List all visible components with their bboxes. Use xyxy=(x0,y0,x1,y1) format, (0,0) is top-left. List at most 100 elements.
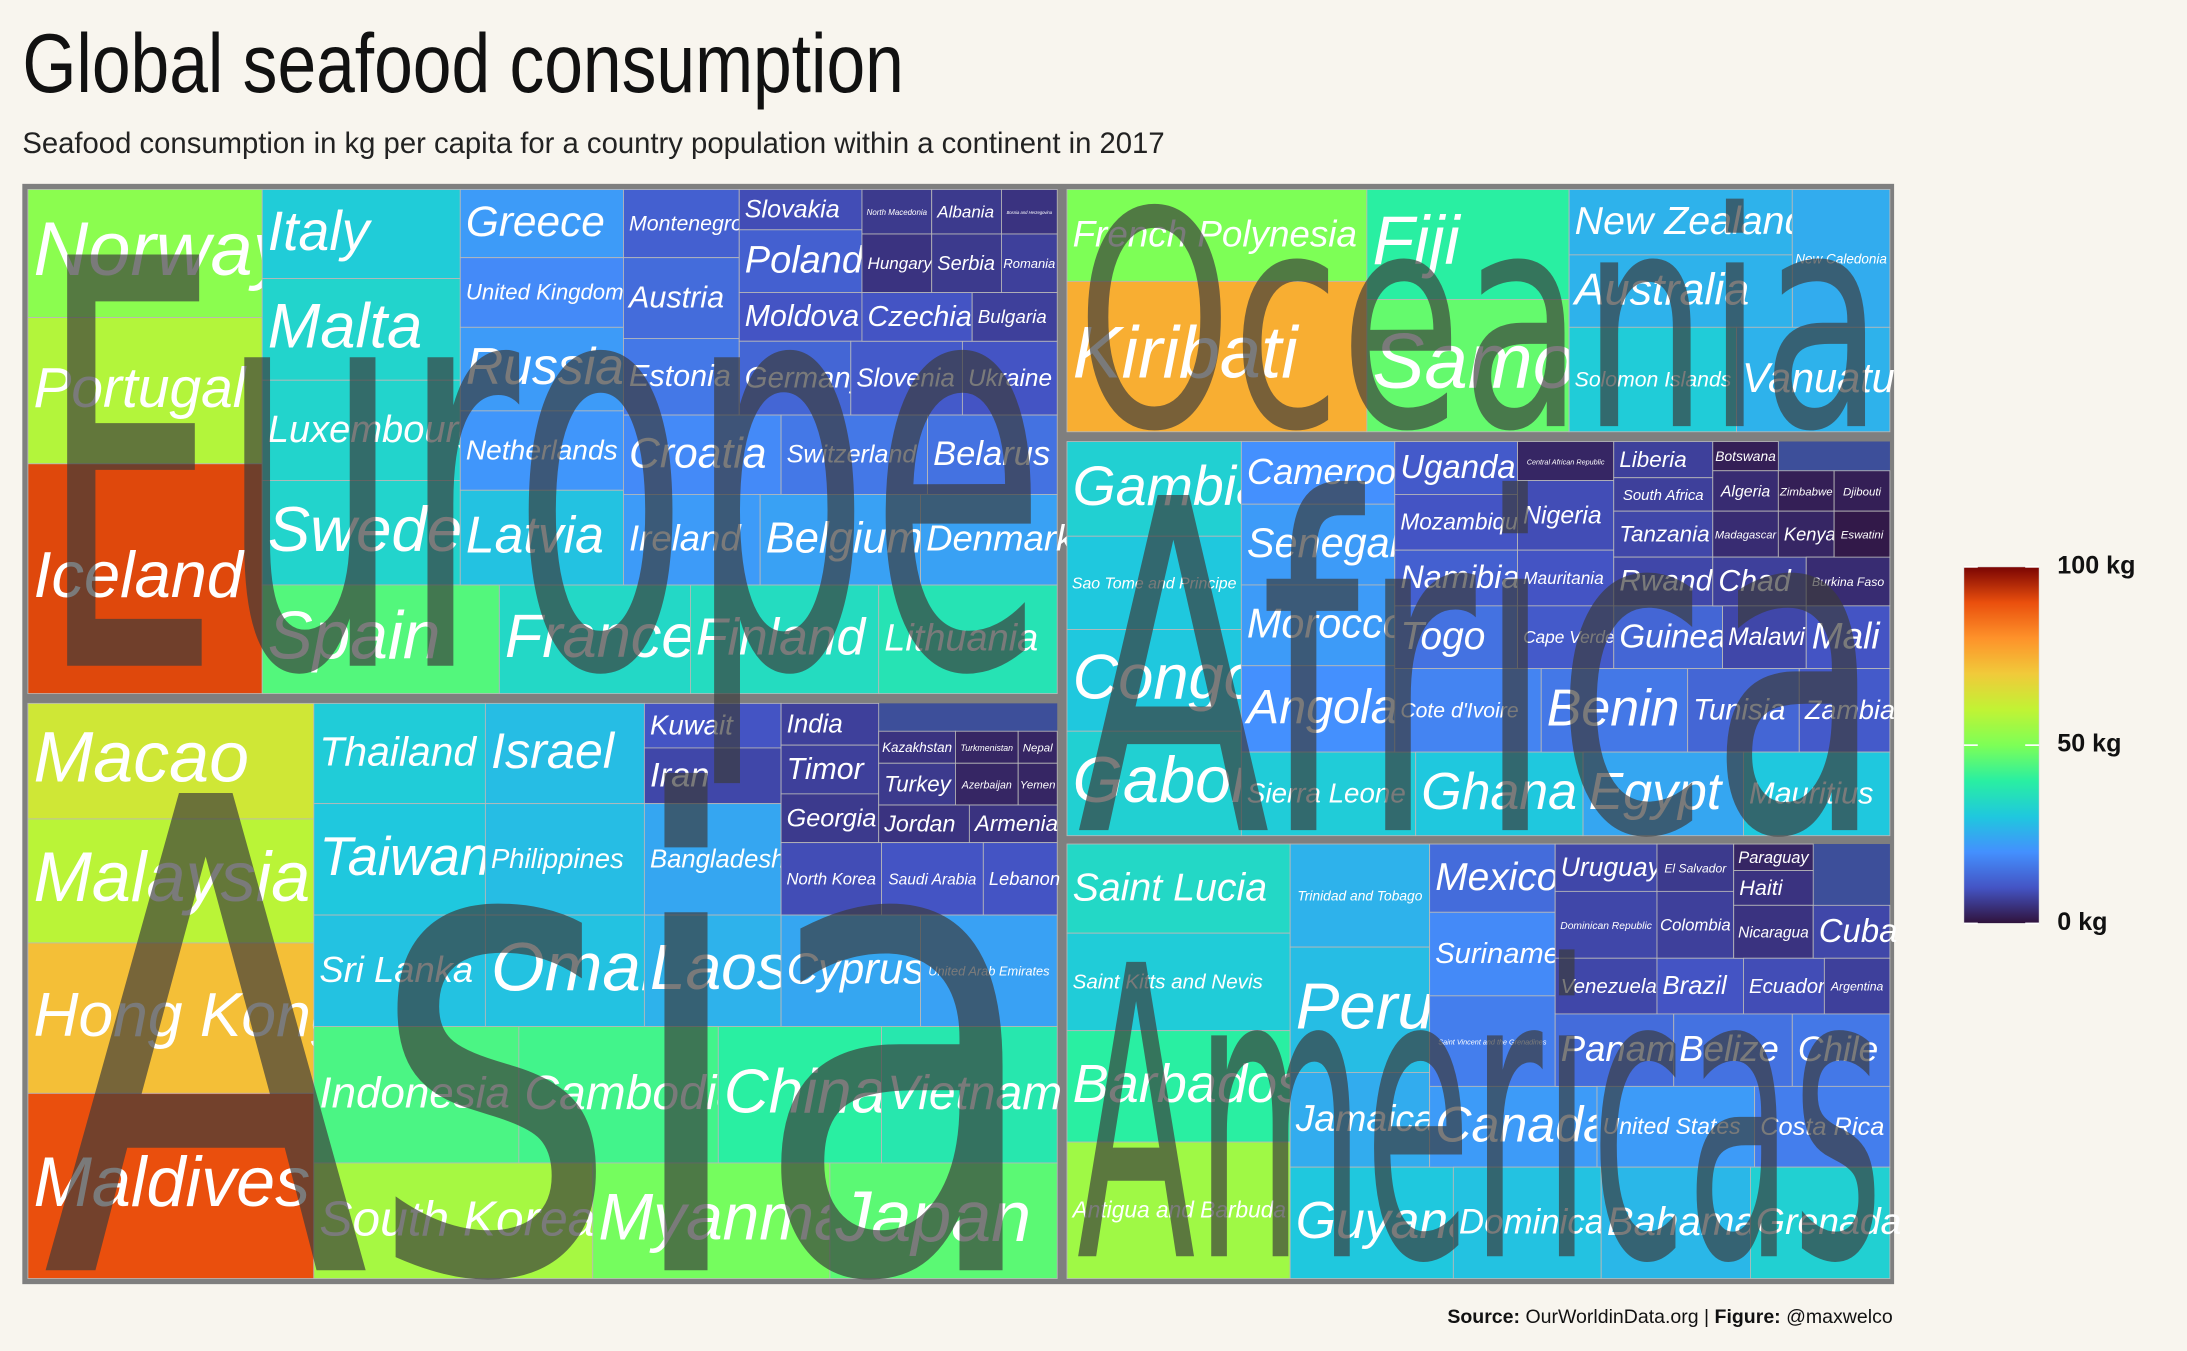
country-tile xyxy=(27,317,263,465)
country-tile xyxy=(1394,549,1518,607)
country-tile xyxy=(1366,299,1570,433)
country-label: North Korea xyxy=(787,870,876,889)
country-label: Italy xyxy=(268,200,373,262)
country-tile xyxy=(780,842,882,916)
country-tile xyxy=(1066,629,1242,732)
country-label: Germany xyxy=(745,362,868,394)
country-tile xyxy=(1394,605,1518,669)
country-label: Austria xyxy=(627,281,724,315)
footer: Source: OurWorldinData.org | Figure: @ma… xyxy=(1447,1306,1892,1328)
country-label: Belarus xyxy=(933,435,1050,473)
country-tile xyxy=(261,189,461,279)
country-label: Serbia xyxy=(937,253,995,275)
continent-label: Europe xyxy=(39,143,1046,800)
continent-label: Americas xyxy=(1077,883,1883,1351)
country-tile xyxy=(1833,510,1891,558)
country-label: Mali xyxy=(1812,615,1882,656)
country-label: Maldives xyxy=(33,1143,310,1221)
country-tile xyxy=(1777,470,1835,512)
country-tile xyxy=(717,1026,882,1164)
country-label: United Arab Emirates xyxy=(928,964,1050,979)
country-tile xyxy=(1722,605,1807,669)
country-tile xyxy=(1429,911,1556,997)
colorbar: 100 kg 50 kg 0 kg xyxy=(1963,551,2135,936)
country-label: Kiribati xyxy=(1073,310,1300,393)
country-label: Armenia xyxy=(973,811,1058,836)
country-label: Gambia xyxy=(1073,455,1267,517)
country-label: Belgium xyxy=(766,515,923,563)
country-tile xyxy=(1017,730,1058,764)
country-tile xyxy=(1540,668,1689,753)
country-label: Jamaica xyxy=(1295,1097,1435,1139)
country-label: Uruguay xyxy=(1561,852,1663,882)
continent-label: Africa xyxy=(1077,404,1883,939)
country-tile xyxy=(459,326,624,412)
country-tile xyxy=(968,804,1058,844)
country-label: Dominican Republic xyxy=(1560,921,1652,932)
country-label: Madagascar xyxy=(1715,529,1778,541)
country-tile xyxy=(261,278,461,381)
country-tile xyxy=(881,1026,1058,1164)
country-tile xyxy=(738,340,852,416)
country-tile xyxy=(623,257,740,339)
country-label: Hong Kong xyxy=(33,981,345,1050)
country-tile xyxy=(261,584,500,695)
country-label: Netherlands xyxy=(466,434,618,465)
country-tile xyxy=(1805,605,1891,669)
country-tile xyxy=(861,292,973,342)
country-label: Nepal xyxy=(1023,743,1053,755)
country-label: El Salvador xyxy=(1664,861,1727,875)
country-label: Latvia xyxy=(466,506,604,564)
country-tile xyxy=(1712,470,1779,512)
country-label: Croatia xyxy=(629,429,767,477)
country-label: United States xyxy=(1603,1113,1742,1139)
country-label: Burkina Faso xyxy=(1812,575,1884,589)
country-label: Brazil xyxy=(1663,972,1728,1000)
country-label: China xyxy=(724,1058,886,1127)
country-tile xyxy=(27,818,315,944)
country-label: Liberia xyxy=(1619,447,1686,472)
country-tile xyxy=(829,1162,1058,1279)
country-tile xyxy=(689,584,880,695)
country-tile xyxy=(518,1026,719,1164)
country-label: Nicaragua xyxy=(1738,924,1809,941)
country-tile xyxy=(1568,326,1737,433)
country-label: Canada xyxy=(1435,1096,1611,1152)
country-tile xyxy=(1596,1085,1756,1168)
country-label: Laos xyxy=(650,931,789,1003)
country-label: Grenada xyxy=(1756,1200,1901,1242)
country-tile xyxy=(1017,762,1058,806)
country-tile xyxy=(1066,932,1291,1032)
country-tile xyxy=(623,189,740,259)
country-label: Kazakhstan xyxy=(882,740,952,755)
country-label: Antigua and Barbuda xyxy=(1071,1197,1286,1223)
country-label: French Polynesia xyxy=(1073,214,1357,255)
country-tile xyxy=(1712,556,1807,607)
country-label: Bangladesh xyxy=(650,846,785,874)
country-tile xyxy=(1736,326,1891,433)
country-tile xyxy=(643,702,782,749)
country-label: Israel xyxy=(491,722,616,779)
country-tile xyxy=(1289,1072,1431,1168)
country-tile xyxy=(1733,870,1814,906)
country-tile xyxy=(27,463,263,695)
country-label: Moldova xyxy=(745,300,859,333)
country-tile xyxy=(1001,189,1058,235)
country-tile xyxy=(920,494,1058,586)
country-tile xyxy=(780,702,880,746)
country-label: Gabon xyxy=(1073,743,1268,816)
country-tile xyxy=(484,803,645,916)
country-tile xyxy=(931,233,1002,293)
country-label: Sweden xyxy=(268,494,498,565)
country-label: Russia xyxy=(466,337,624,395)
country-label: Turkmenistan xyxy=(961,743,1014,753)
country-label: Haiti xyxy=(1739,875,1783,900)
country-tile xyxy=(780,414,928,495)
country-label: Australia xyxy=(1572,263,1750,314)
country-label: Guyana xyxy=(1296,1191,1477,1249)
country-tile xyxy=(1429,1085,1598,1168)
country-tile xyxy=(1823,957,1891,1015)
country-tile xyxy=(484,702,645,805)
country-tile xyxy=(1066,280,1368,433)
country-tile xyxy=(1833,470,1891,512)
